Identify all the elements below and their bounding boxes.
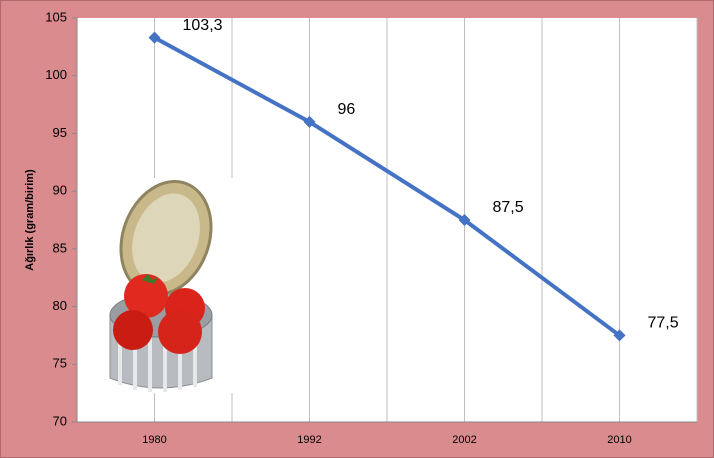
y-axis-title: Ağırlık (gram/birim) <box>24 169 36 271</box>
y-tick-label: 85 <box>53 240 67 255</box>
y-tick-label: 70 <box>53 413 67 428</box>
series-line <box>153 35 621 338</box>
x-tick-label: 1980 <box>142 434 166 446</box>
data-point <box>613 329 626 342</box>
y-tick-label: 95 <box>53 125 67 140</box>
data-label: 96 <box>338 101 356 118</box>
category-grid <box>154 18 698 422</box>
y-tick-label: 100 <box>45 67 67 82</box>
data-label: 87,5 <box>493 199 524 216</box>
data-point <box>458 214 471 226</box>
x-tick-label: 1992 <box>297 434 321 446</box>
x-tick-label: 2002 <box>452 434 476 446</box>
y-tick-label: 105 <box>45 9 67 24</box>
y-tick-label: 90 <box>53 183 67 198</box>
y-tick-label: 80 <box>53 298 67 313</box>
data-label: 77,5 <box>648 315 679 332</box>
data-point <box>303 115 316 128</box>
data-label: 103,3 <box>183 17 223 34</box>
y-tick-label: 75 <box>53 356 67 371</box>
data-point <box>148 31 161 44</box>
can-illustration <box>105 178 235 393</box>
x-tick-label: 2010 <box>607 434 631 446</box>
